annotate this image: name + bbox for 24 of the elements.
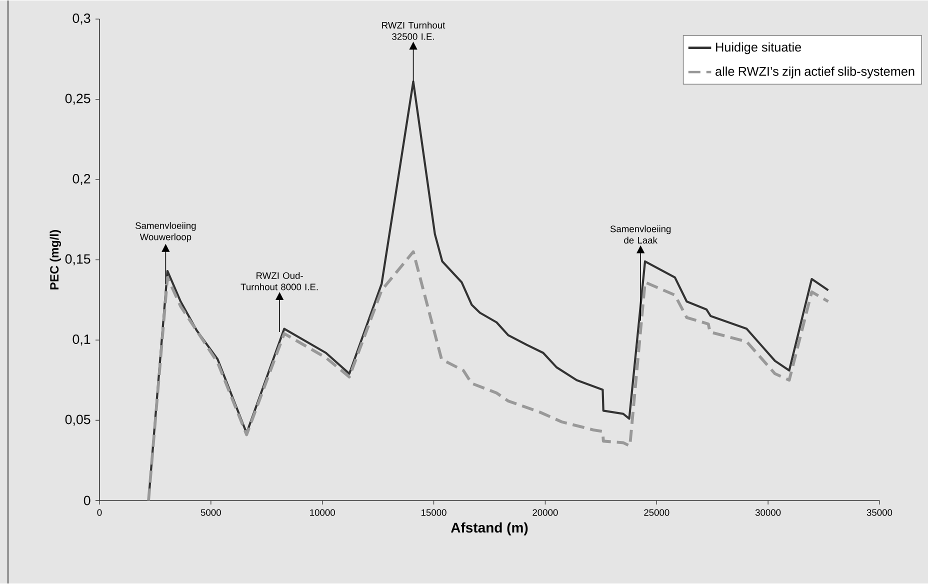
y-tick-label: 0,3: [72, 14, 90, 25]
y-tick-label: 0,15: [65, 254, 90, 266]
x-axis-title: Afstand (m): [450, 522, 528, 536]
legend-label: alle RWZI’s zijn actief slib-systemen: [716, 66, 914, 78]
y-tick-label: 0,05: [65, 414, 90, 426]
y-tick-label: 0,25: [65, 94, 90, 105]
y-tick-label: 0: [84, 496, 90, 506]
annotation: RWZI Oud-Turnhout 8000 I.E.: [240, 272, 318, 290]
annotation: Samenvloeiing de Laak: [610, 225, 671, 244]
x-tick-label: 15000: [422, 509, 446, 516]
x-tick-label: 20000: [532, 509, 558, 516]
x-tick-label: 35000: [866, 509, 892, 516]
y-tick-label: 0,1: [72, 334, 90, 346]
line-series: [147, 250, 830, 502]
x-tick-label: 10000: [310, 509, 335, 516]
y-axis-title: PEC (mg/l): [50, 230, 62, 290]
x-tick-label: 0: [97, 509, 102, 516]
annotation: Samenvloeiing Wouwerloop: [136, 222, 196, 242]
y-tick-label: 0,2: [72, 174, 90, 186]
legend-label: Huidige situatie: [716, 42, 802, 54]
x-tick-label: 5000: [200, 509, 221, 516]
x-tick-label: 25000: [644, 509, 670, 516]
x-tick-label: 30000: [755, 509, 781, 516]
annotation: RWZI Turnhout 32500 I.E.: [382, 22, 446, 40]
